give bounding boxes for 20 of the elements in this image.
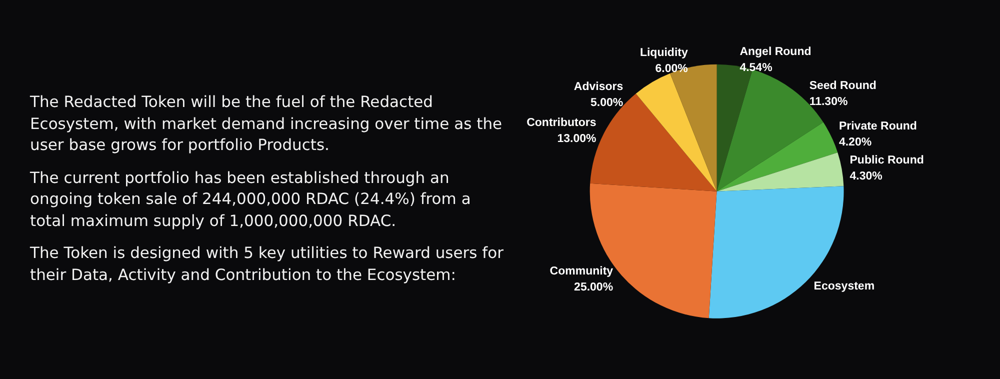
- data-label: 4.54%: [740, 62, 772, 74]
- slice-label: Contributors: [526, 117, 596, 130]
- data-label: 13.00%: [557, 133, 596, 146]
- slice-label: Public Round: [850, 154, 924, 166]
- slice-label: Seed Round: [809, 80, 876, 92]
- text: The Redacted Token will be the fuel of the Redacted Ecosystem, with market demand increasing over time as the user base grows for portfolio Products.: [30, 92, 504, 156]
- slice-label: Private Round: [838, 120, 917, 132]
- text: The Token is designed with 5 key utilities to Reward users for their Data, Activity and Contribution to the Ecosystem:: [30, 243, 504, 286]
- slice-label: Advisors: [574, 80, 624, 93]
- data-label: 4.30%: [850, 170, 882, 182]
- slice-label: Ecosystem: [814, 280, 875, 292]
- slice-label: Angel Round: [740, 46, 812, 58]
- data-label: 5.00%: [590, 96, 624, 109]
- data-label: 25.00%: [574, 281, 614, 294]
- slice-label: Liquidity: [640, 46, 688, 59]
- text: The current portfolio has been established through an ongoing token sale of 244,000,000 RDAC (24.4%) from a total maximum supply of 1,000,000,000 RDAC.: [30, 168, 472, 232]
- data-label: 4.20%: [838, 136, 872, 148]
- data-label: 6.00%: [655, 62, 688, 75]
- slice-label: Community: [550, 265, 614, 278]
- data-label: 11.30%: [809, 96, 848, 108]
